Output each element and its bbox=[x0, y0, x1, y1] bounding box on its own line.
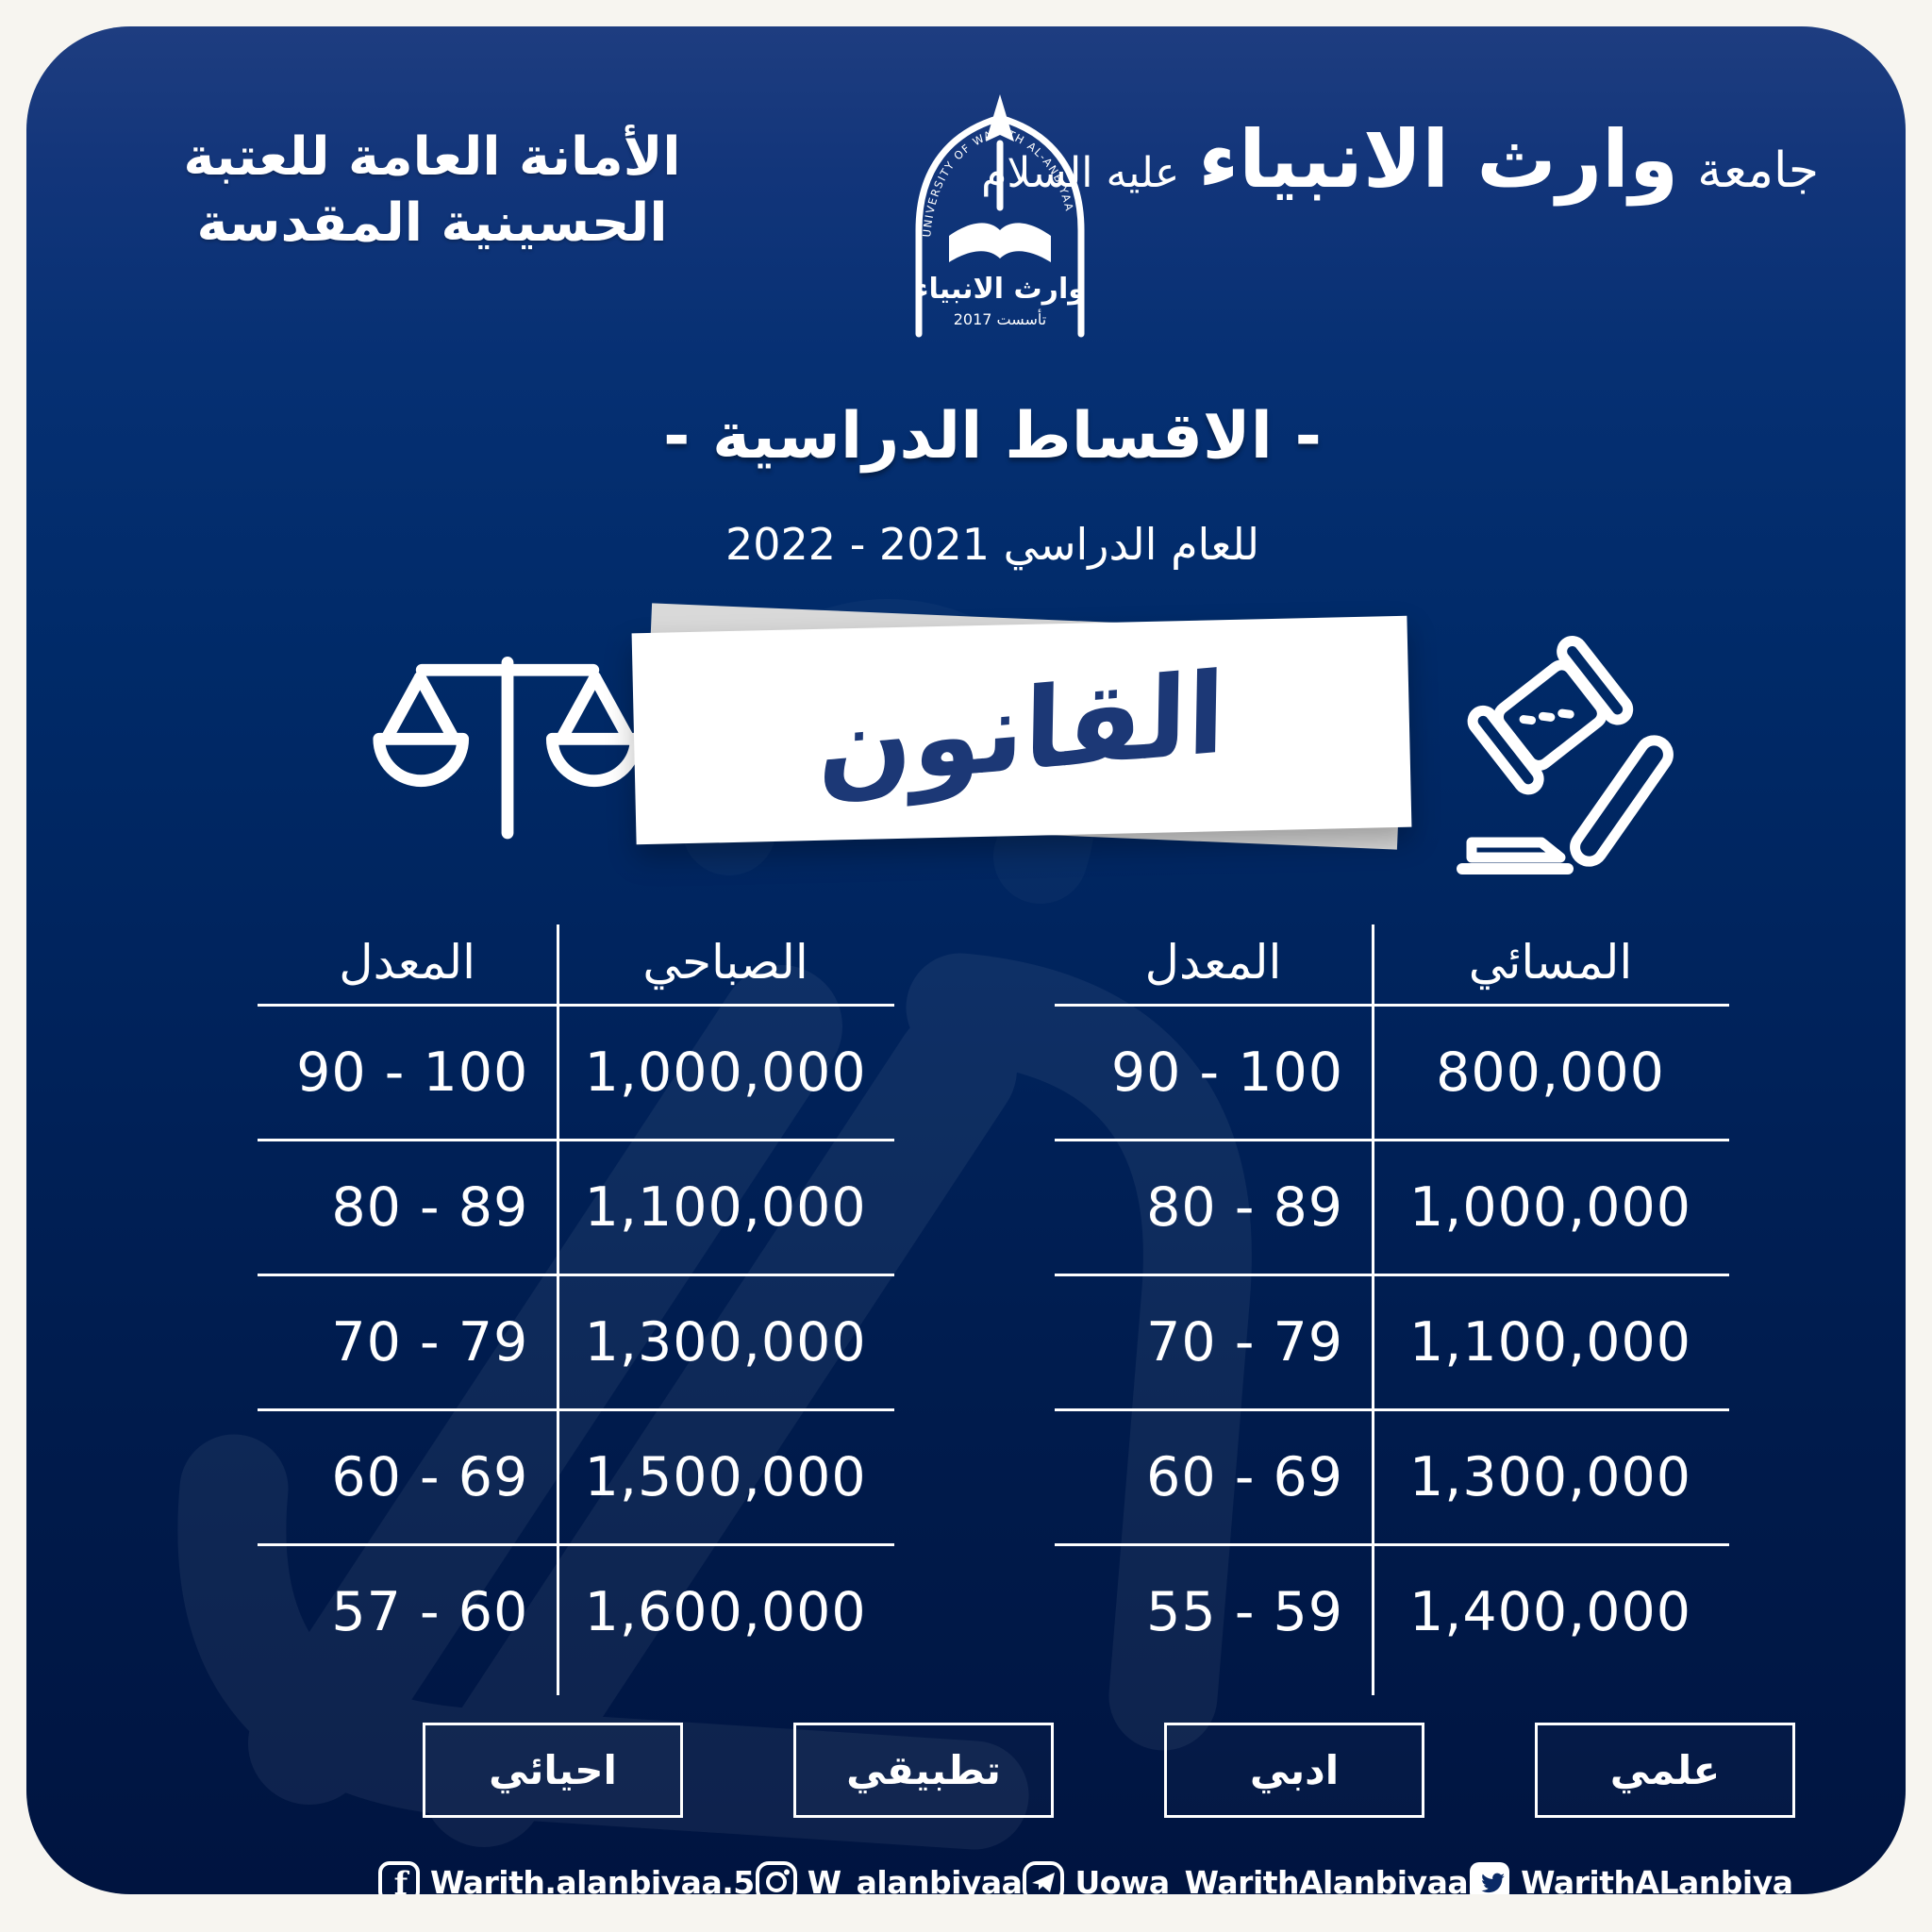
university-name: وارث الانبياء bbox=[1198, 113, 1679, 206]
grade-range: 55 - 59 bbox=[1146, 1581, 1344, 1643]
table-row: 90 - 100 800,000 bbox=[1055, 1004, 1729, 1139]
table-row: 80 - 89 1,100,000 bbox=[258, 1139, 894, 1274]
grade-range: 80 - 89 bbox=[1146, 1176, 1344, 1239]
fee-value: 1,000,000 bbox=[584, 1041, 867, 1104]
shrine-calligraphy: الأمانة العامة للعتبة الحسينية المقدسة bbox=[183, 125, 681, 254]
evening-fees-table: المعدل المسائي 90 - 100 800,000 80 - 89 … bbox=[1055, 921, 1729, 1695]
grade-range: 90 - 100 bbox=[296, 1041, 529, 1104]
telegram-handle: Uowa_WarithAlanbiyaa bbox=[1074, 1863, 1469, 1895]
table-column-divider bbox=[1372, 924, 1375, 1695]
shift-column-header: الصباحي bbox=[642, 935, 808, 990]
university-emblem-logo: UNIVERSITY OF WARITH AL-ANBIYAA وارث الا… bbox=[914, 94, 1086, 338]
grade-column-header: المعدل bbox=[1144, 935, 1282, 990]
fee-value: 1,300,000 bbox=[1408, 1446, 1692, 1508]
svg-text:f: f bbox=[394, 1865, 410, 1894]
emblem-arabic-name: وارث الانبياء bbox=[914, 273, 1086, 306]
page-title: - الاقساط الدراسية - bbox=[663, 399, 1322, 474]
grade-range: 70 - 79 bbox=[331, 1311, 529, 1374]
pen-nib-icon bbox=[986, 94, 1014, 142]
twitter-link[interactable]: WarithALanbiya bbox=[1468, 1860, 1793, 1895]
category-buttons-row: احيائي تطبيقي ادبي علمي bbox=[423, 1723, 1795, 1818]
grade-range: 80 - 89 bbox=[331, 1176, 529, 1239]
fee-value: 1,100,000 bbox=[584, 1176, 867, 1239]
fee-value: 1,100,000 bbox=[1408, 1311, 1692, 1374]
table-row: 60 - 69 1,500,000 bbox=[258, 1408, 894, 1543]
grade-range: 57 - 60 bbox=[331, 1581, 529, 1643]
table-row: 60 - 69 1,300,000 bbox=[1055, 1408, 1729, 1543]
instagram-icon bbox=[755, 1861, 797, 1894]
morning-fees-table: المعدل الصباحي 90 - 100 1,000,000 80 - 8… bbox=[258, 921, 894, 1695]
fee-value: 1,600,000 bbox=[584, 1581, 867, 1643]
instagram-handle: W_alanbiyaa bbox=[807, 1863, 1023, 1895]
facebook-icon: f bbox=[378, 1861, 420, 1894]
scales-of-justice-icon bbox=[373, 656, 642, 840]
fee-value: 800,000 bbox=[1436, 1041, 1665, 1104]
table-column-divider bbox=[557, 924, 560, 1695]
table-row: 55 - 59 1,400,000 bbox=[1055, 1543, 1729, 1678]
grade-range: 60 - 69 bbox=[1146, 1446, 1344, 1508]
academic-year-subtitle: للعام الدراسي 2021 - 2022 bbox=[725, 519, 1259, 570]
fee-value: 1,300,000 bbox=[584, 1311, 867, 1374]
twitter-handle: WarithALanbiya bbox=[1521, 1863, 1793, 1895]
grade-column-header: المعدل bbox=[339, 935, 475, 990]
instagram-link[interactable]: W_alanbiyaa bbox=[755, 1860, 1023, 1894]
category-button-scientific[interactable]: علمي bbox=[1535, 1723, 1795, 1818]
table-row: 70 - 79 1,100,000 bbox=[1055, 1274, 1729, 1408]
grade-range: 70 - 79 bbox=[1146, 1311, 1344, 1374]
fee-value: 1,000,000 bbox=[1408, 1176, 1692, 1239]
grade-range: 60 - 69 bbox=[331, 1446, 529, 1508]
grade-range: 90 - 100 bbox=[1110, 1041, 1344, 1104]
shift-column-header: المسائي bbox=[1468, 935, 1633, 990]
table-header-row: المعدل المسائي bbox=[1055, 921, 1729, 1004]
telegram-link[interactable]: Uowa_WarithAlanbiyaa bbox=[1022, 1860, 1469, 1895]
category-button-biology[interactable]: احيائي bbox=[423, 1723, 683, 1818]
category-button-applied[interactable]: تطبيقي bbox=[793, 1723, 1054, 1818]
emblem-established: تأسست 2017 bbox=[954, 308, 1047, 328]
table-row: 70 - 79 1,300,000 bbox=[258, 1274, 894, 1408]
category-button-literary[interactable]: ادبي bbox=[1164, 1723, 1424, 1818]
facebook-handle: Warith.alanbiyaa.5 bbox=[430, 1863, 755, 1895]
fee-value: 1,400,000 bbox=[1408, 1581, 1692, 1643]
table-row: 90 - 100 1,000,000 bbox=[258, 1004, 894, 1139]
social-footer: f Warith.alanbiyaa.5 W_alanbiyaa Uowa_Wa… bbox=[377, 1860, 1793, 1895]
table-header-row: المعدل الصباحي bbox=[258, 921, 894, 1004]
university-title: جامعة وارث الانبياء عليه السلام bbox=[981, 113, 1819, 206]
table-row: 57 - 60 1,600,000 bbox=[258, 1543, 894, 1678]
fee-value: 1,500,000 bbox=[584, 1446, 867, 1508]
open-book-icon bbox=[949, 223, 1051, 262]
gavel-icon bbox=[1457, 636, 1674, 874]
university-suffix: عليه السلام bbox=[981, 149, 1180, 197]
telegram-icon bbox=[1023, 1861, 1065, 1894]
twitter-icon bbox=[1470, 1862, 1510, 1894]
table-row: 80 - 89 1,000,000 bbox=[1055, 1139, 1729, 1274]
university-prefix: جامعة bbox=[1697, 142, 1819, 199]
facebook-link[interactable]: f Warith.alanbiyaa.5 bbox=[377, 1860, 755, 1894]
poster-card: الأمانة العامة للعتبة الحسينية المقدسة U… bbox=[26, 26, 1906, 1894]
